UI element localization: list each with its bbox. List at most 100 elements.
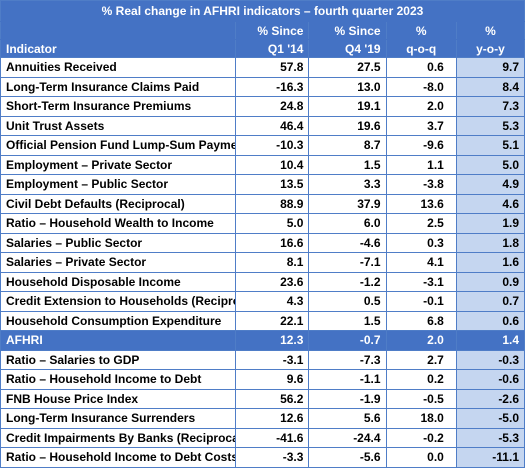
qoq-cell: -0.5	[385, 388, 457, 409]
header-since-q4-bottom: Q4 '19	[308, 39, 387, 58]
indicator-cell: Ratio – Household Income to Debt	[0, 369, 236, 390]
yoy-cell: 0.7	[455, 291, 526, 312]
yoy-cell: 0.6	[455, 310, 526, 331]
header-indicator: Indicator	[0, 39, 236, 58]
qoq-cell: 6.8	[385, 310, 457, 331]
yoy-cell: 5.1	[455, 135, 526, 156]
header-qoq-top: %	[385, 21, 457, 40]
yoy-cell: 7.3	[455, 96, 526, 117]
qoq-cell: 0.0	[385, 447, 457, 468]
yoy-cell: 1.8	[455, 232, 526, 253]
indicator-cell: AFHRI	[0, 330, 236, 351]
yoy-cell: 5.3	[455, 115, 526, 136]
since-q4-19-cell: 37.9	[308, 193, 387, 214]
header-row-bottom: Indicator Q1 '14 Q4 '19 q-o-q y-o-y	[0, 39, 526, 58]
since-q4-19-cell: -1.9	[308, 388, 387, 409]
yoy-cell: -11.1	[455, 447, 526, 468]
table-row: Long-Term Insurance Claims Paid -16.3 13.0…	[0, 76, 526, 97]
header-qoq-bottom: q-o-q	[385, 39, 457, 58]
table-row: Credit Impairments By Banks (Reciprocal)…	[0, 427, 526, 448]
header-blank	[0, 21, 236, 40]
yoy-cell: 8.4	[455, 76, 526, 97]
table-row: Credit Extension to Households (Reciproc…	[0, 291, 526, 312]
indicator-cell: Household Disposable Income	[0, 271, 236, 292]
since-q1-14-cell: 12.6	[234, 408, 310, 429]
yoy-cell: -2.6	[455, 388, 526, 409]
since-q1-14-cell: 10.4	[234, 154, 310, 175]
table-title-row: % Real change in AFHRI indicators – four…	[0, 0, 525, 22]
since-q1-14-cell: 57.8	[234, 57, 310, 78]
qoq-cell: 0.3	[385, 232, 457, 253]
table-row: Official Pension Fund Lump-Sum Payments -…	[0, 135, 526, 156]
since-q4-19-cell: 13.0	[308, 76, 387, 97]
qoq-cell: -0.1	[385, 291, 457, 312]
indicator-cell: Employment – Private Sector	[0, 154, 236, 175]
since-q1-14-cell: 5.0	[234, 213, 310, 234]
indicator-cell: Civil Debt Defaults (Reciprocal)	[0, 193, 236, 214]
since-q1-14-cell: -10.3	[234, 135, 310, 156]
header-yoy-top: %	[455, 21, 526, 40]
since-q4-19-cell: 6.0	[308, 213, 387, 234]
table-body: Annuities Received 57.8 27.5 0.6 9.7 Long-Ter…	[0, 57, 526, 468]
since-q1-14-cell: 9.6	[234, 369, 310, 390]
afhri-summary-row: AFHRI 12.3 -0.7 2.0 1.4	[0, 330, 526, 351]
since-q4-19-cell: 0.5	[308, 291, 387, 312]
table-row: Short-Term Insurance Premiums 24.8 19.1 2.0…	[0, 96, 526, 117]
qoq-cell: 0.6	[385, 57, 457, 78]
header-since-q4-top: % Since	[308, 21, 387, 40]
indicator-cell: Ratio – Salaries to GDP	[0, 349, 236, 370]
indicator-cell: Salaries – Private Sector	[0, 252, 236, 273]
yoy-cell: 5.0	[455, 154, 526, 175]
table-row: Ratio – Household Income to Debt Costs -3…	[0, 447, 526, 468]
qoq-cell: 4.1	[385, 252, 457, 273]
since-q4-19-cell: -1.2	[308, 271, 387, 292]
since-q4-19-cell: 19.6	[308, 115, 387, 136]
table-row: Ratio – Salaries to GDP -3.1 -7.3 2.7 -0.3	[0, 349, 526, 370]
indicator-cell: FNB House Price Index	[0, 388, 236, 409]
table-row: Household Disposable Income 23.6 -1.2 -3.1 0…	[0, 271, 526, 292]
qoq-cell: -0.2	[385, 427, 457, 448]
since-q4-19-cell: -1.1	[308, 369, 387, 390]
since-q1-14-cell: 12.3	[234, 330, 310, 351]
table-row: FNB House Price Index 56.2 -1.9 -0.5 -2.6	[0, 388, 526, 409]
indicator-cell: Credit Impairments By Banks (Reciprocal)	[0, 427, 236, 448]
since-q1-14-cell: -3.3	[234, 447, 310, 468]
since-q4-19-cell: 5.6	[308, 408, 387, 429]
yoy-cell: 4.9	[455, 174, 526, 195]
yoy-cell: -0.6	[455, 369, 526, 390]
since-q4-19-cell: -5.6	[308, 447, 387, 468]
qoq-cell: 2.0	[385, 96, 457, 117]
indicator-cell: Ratio – Household Income to Debt Costs	[0, 447, 236, 468]
yoy-cell: 1.9	[455, 213, 526, 234]
yoy-cell: -5.3	[455, 427, 526, 448]
yoy-cell: 4.6	[455, 193, 526, 214]
since-q4-19-cell: -24.4	[308, 427, 387, 448]
indicator-cell: Credit Extension to Households (Reciproc…	[0, 291, 236, 312]
since-q4-19-cell: -7.3	[308, 349, 387, 370]
qoq-cell: -3.1	[385, 271, 457, 292]
qoq-cell: 2.0	[385, 330, 457, 351]
since-q1-14-cell: -3.1	[234, 349, 310, 370]
table-row: Long-Term Insurance Surrenders 12.6 5.6 18.…	[0, 408, 526, 429]
since-q4-19-cell: -7.1	[308, 252, 387, 273]
since-q4-19-cell: 27.5	[308, 57, 387, 78]
since-q1-14-cell: -16.3	[234, 76, 310, 97]
indicator-cell: Annuities Received	[0, 57, 236, 78]
table-row: Unit Trust Assets 46.4 19.6 3.7 5.3	[0, 115, 526, 136]
qoq-cell: 3.7	[385, 115, 457, 136]
since-q4-19-cell: 3.3	[308, 174, 387, 195]
since-q1-14-cell: 16.6	[234, 232, 310, 253]
since-q1-14-cell: 4.3	[234, 291, 310, 312]
since-q1-14-cell: 13.5	[234, 174, 310, 195]
since-q1-14-cell: 22.1	[234, 310, 310, 331]
header-yoy-bottom: y-o-y	[455, 39, 526, 58]
yoy-cell: 0.9	[455, 271, 526, 292]
qoq-cell: 2.7	[385, 349, 457, 370]
table-row: Ratio – Household Wealth to Income 5.0 6.0…	[0, 213, 526, 234]
indicator-cell: Employment – Public Sector	[0, 174, 236, 195]
table-row: Salaries – Private Sector 8.1 -7.1 4.1 1.6	[0, 252, 526, 273]
table-title: % Real change in AFHRI indicators – four…	[0, 0, 525, 22]
qoq-cell: 1.1	[385, 154, 457, 175]
indicator-cell: Household Consumption Expenditure	[0, 310, 236, 331]
